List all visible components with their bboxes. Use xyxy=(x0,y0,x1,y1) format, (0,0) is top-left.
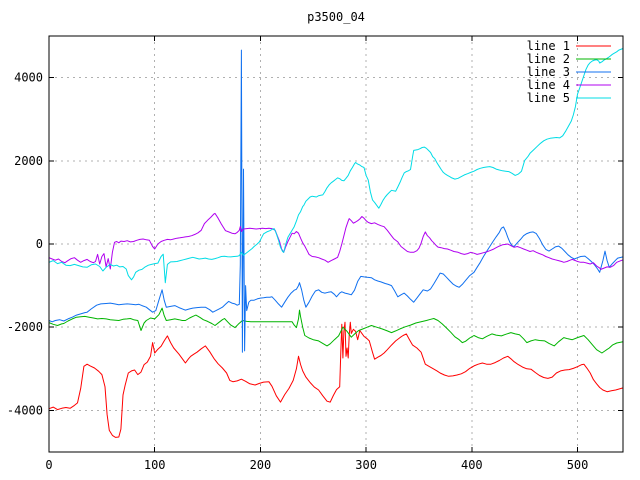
x-tick-label: 0 xyxy=(45,458,52,472)
legend-item-line-2: line 2 xyxy=(527,52,611,66)
axes-and-ticks: 0 100 200 300 400 500 -4000 -2000 0 2000 4000 xyxy=(7,35,624,472)
x-tick-label: 500 xyxy=(567,458,589,472)
y-tick-label: -2000 xyxy=(7,320,43,334)
series-line-2 xyxy=(48,307,624,354)
x-tick-label: 200 xyxy=(250,458,272,472)
series-line-4 xyxy=(48,212,624,270)
y-tick-label: 0 xyxy=(36,237,43,251)
legend-label: line 2 xyxy=(527,52,570,66)
legend-label: line 4 xyxy=(527,78,570,92)
legend-item-line-3: line 3 xyxy=(527,65,611,79)
x-tick-label: 400 xyxy=(461,458,483,472)
legend-label: line 1 xyxy=(527,39,570,53)
legend-label: line 5 xyxy=(527,91,570,105)
legend-item-line-1: line 1 xyxy=(527,39,611,53)
y-tick-label: -4000 xyxy=(7,403,43,417)
data-series xyxy=(48,48,624,438)
series-line-1 xyxy=(48,321,624,438)
legend-label: line 3 xyxy=(527,65,570,79)
x-tick-label: 100 xyxy=(144,458,166,472)
y-tick-label: 4000 xyxy=(14,71,43,85)
legend-item-line-5: line 5 xyxy=(527,91,611,105)
legend-item-line-4: line 4 xyxy=(527,78,611,92)
x-tick-label: 300 xyxy=(355,458,377,472)
chart-title: p3500_04 xyxy=(307,10,365,24)
series-line-3 xyxy=(48,49,624,353)
y-tick-label: 2000 xyxy=(14,154,43,168)
series-line-5 xyxy=(48,48,624,284)
